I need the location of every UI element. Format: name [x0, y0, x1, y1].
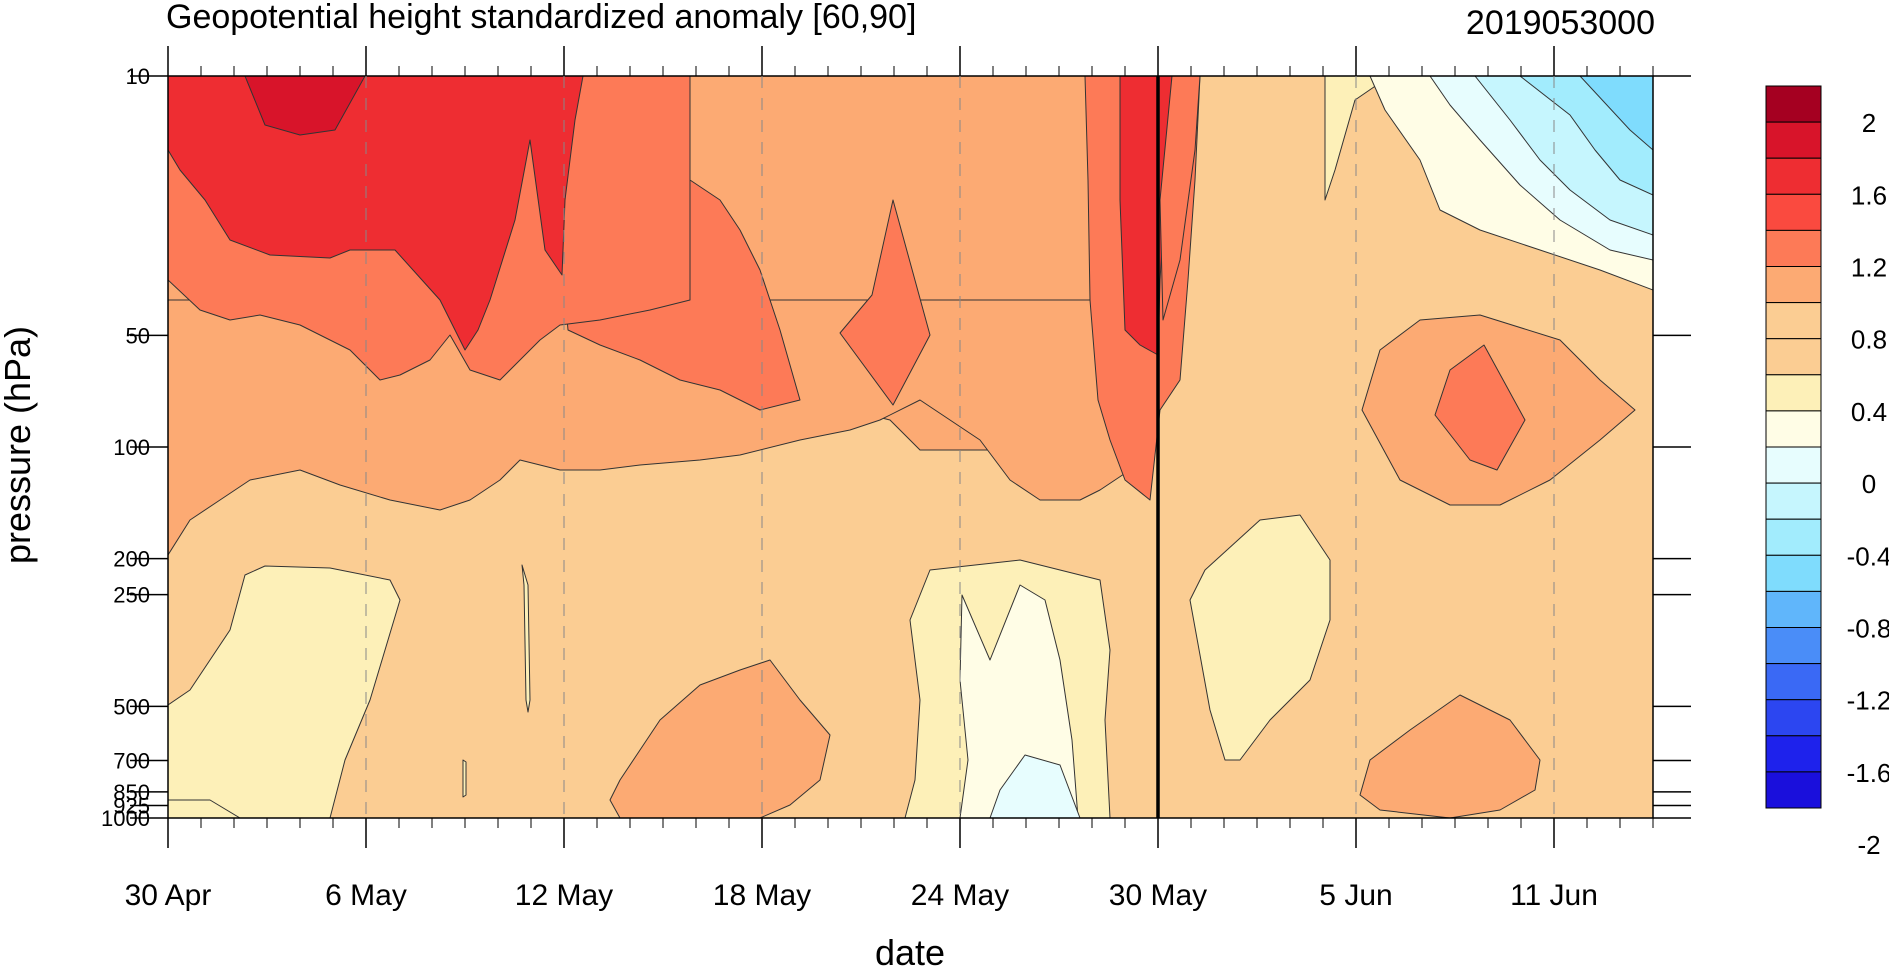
contour-near-zero-may25 — [959, 584, 1079, 818]
x-tick-label: 6 May — [325, 879, 407, 912]
y-tick-label: 250 — [113, 583, 150, 608]
colorbar-swatch — [1765, 482, 1822, 520]
colorbar-label: 0.8 — [1851, 325, 1887, 355]
date-gridlines — [365, 76, 1555, 818]
colorbar-swatch — [1765, 193, 1822, 231]
x-tick-label: 30 May — [1109, 879, 1207, 912]
y-tick-label: 50 — [126, 323, 150, 348]
colorbar-swatch — [1765, 374, 1822, 412]
y-tick-label: 850 — [113, 780, 150, 805]
colorbar-swatch — [1765, 121, 1822, 159]
contour-12-16-strip — [1159, 76, 1201, 321]
colorbar-swatch — [1765, 266, 1822, 304]
colorbar-label: -2 — [1857, 830, 1880, 860]
contour-08-12-lowright — [1359, 694, 1541, 818]
x-axis: 30 Apr 6 May 12 May 18 May 24 May 30 May 5 Jun… — [125, 46, 1654, 912]
colorbar-swatch — [1765, 85, 1822, 123]
x-tick-label: 5 Jun — [1319, 879, 1392, 912]
contour-08-12-lowcentre — [609, 659, 831, 818]
x-axis-label: date — [874, 932, 946, 973]
colorbar-label: 0 — [1862, 469, 1876, 499]
contour-16-20-upper — [168, 76, 584, 351]
colorbar-swatch — [1765, 771, 1822, 809]
colorbar-label: 2 — [1862, 108, 1876, 138]
colorbar: 2 1.6 1.2 0.8 0.4 0 -0.4 -0.8 -1.2 -1.6 -2 — [1765, 85, 1889, 860]
colorbar-swatch — [1765, 699, 1822, 737]
colorbar-swatch — [1765, 663, 1822, 701]
y-tick-label: 925 — [113, 793, 150, 818]
colorbar-label: -1.2 — [1847, 686, 1889, 716]
y-tick-label: 200 — [113, 547, 150, 572]
x-tick-label: 11 Jun — [1510, 879, 1598, 912]
colorbar-label: 1.2 — [1851, 253, 1887, 283]
contour-0-04-sw — [168, 799, 241, 818]
contour-0-04-small — [521, 564, 531, 713]
colorbar-label: 0.4 — [1851, 397, 1887, 427]
colorbar-swatch — [1765, 410, 1822, 448]
contour-16-20-peak — [244, 76, 366, 136]
contour-0-04-jun1 — [1189, 514, 1331, 761]
colorbar-swatch — [1765, 554, 1822, 592]
y-tick-label: 700 — [113, 749, 150, 774]
colorbar-label: -1.6 — [1847, 758, 1889, 788]
colorbar-swatch — [1765, 590, 1822, 629]
colorbar-swatch — [1765, 157, 1822, 195]
colorbar-swatch — [1765, 446, 1822, 484]
colorbar-swatch — [1765, 518, 1822, 556]
contour-0-04-top — [1324, 76, 1391, 201]
colorbar-swatch — [1765, 627, 1822, 665]
x-tick-label: 24 May — [911, 879, 1009, 912]
y-axis-label: pressure (hPa) — [0, 325, 38, 565]
contour-0-04-left — [168, 565, 401, 818]
colorbar-label: -0.4 — [1847, 541, 1889, 571]
analysis-time-label: 2019053000 — [1465, 4, 1655, 42]
x-tick-label: 12 May — [515, 879, 613, 912]
contour-12-16-diamond-jun — [1434, 344, 1526, 471]
colorbar-label: 1.6 — [1851, 180, 1887, 210]
colorbar-swatch — [1765, 338, 1822, 376]
y-tick-label: 10 — [126, 64, 150, 89]
y-tick-label: 500 — [113, 694, 150, 719]
colorbar-swatch — [1765, 735, 1822, 773]
y-tick-label: 100 — [113, 435, 150, 460]
x-tick-label: 18 May — [713, 879, 811, 912]
x-tick-label: 30 Apr — [125, 879, 212, 912]
contour-neg-12-16-topright — [1579, 76, 1653, 151]
contour-12-16-diamond — [839, 199, 931, 406]
colorbar-swatch — [1765, 229, 1822, 267]
y-tick-label: 1000 — [101, 806, 150, 831]
colorbar-label: -0.8 — [1847, 614, 1889, 644]
contour-0-04-tip — [462, 759, 467, 798]
contour-neg-04-0-surface — [989, 754, 1081, 818]
colorbar-swatch — [1765, 302, 1822, 340]
chart-title: Geopotential height standardized anomaly… — [166, 0, 917, 36]
